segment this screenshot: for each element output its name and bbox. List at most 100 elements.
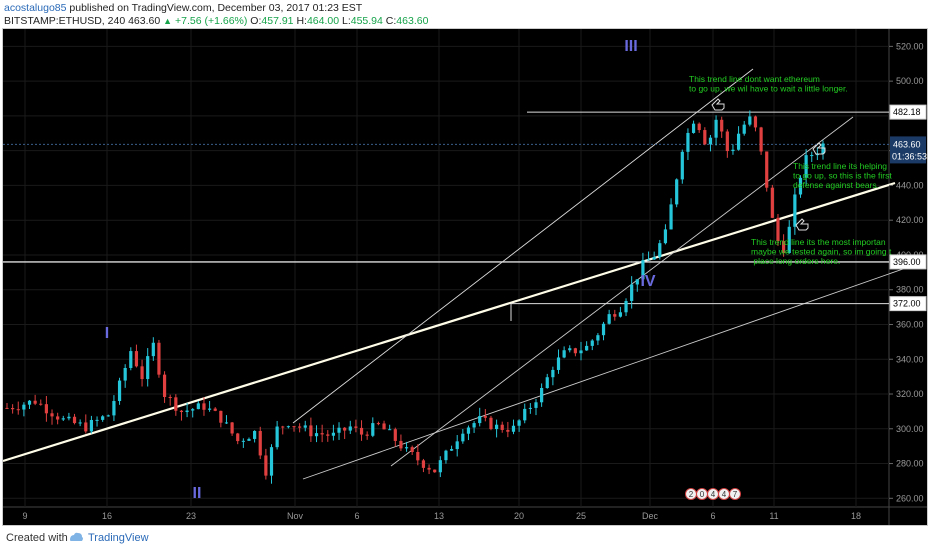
candle-body — [78, 422, 82, 424]
candle-body — [573, 348, 577, 354]
candle-body — [540, 388, 544, 403]
bar-countdown-label: 01:36:53 — [892, 151, 927, 161]
time-tick-label: 6 — [710, 511, 715, 521]
candle-body — [117, 380, 122, 402]
price-tick-label: 440.00 — [896, 180, 924, 190]
wave-label-iv: IV — [640, 273, 655, 290]
candle-body — [601, 323, 606, 336]
candle-body — [736, 133, 741, 150]
published-text: published on TradingView.com, December 0… — [69, 2, 363, 14]
publish-line: acostalugo85 published on TradingView.co… — [4, 2, 362, 14]
open-label: O: — [250, 15, 262, 27]
up-triangle-icon: ▲ — [163, 16, 173, 26]
price-axis[interactable]: 260.00 280.00 300.00 320.00 340.00 360.00 380.… — [889, 41, 927, 503]
candle-body — [191, 409, 195, 411]
candle-body — [782, 241, 786, 254]
created-with-text: Created with — [6, 532, 68, 544]
candle-body — [821, 143, 825, 155]
candle-body — [393, 429, 397, 441]
candle-body — [416, 451, 420, 461]
candle-body — [770, 187, 774, 218]
candle-body — [720, 119, 724, 132]
candles-layer — [5, 110, 825, 484]
price-tick-label: 340.00 — [896, 354, 924, 364]
candle-body — [630, 284, 634, 301]
candle-body — [461, 433, 465, 442]
price-tick-label: 420.00 — [896, 215, 924, 225]
footer: Created with TradingView — [0, 526, 932, 550]
tradingview-brand-link[interactable]: TradingView — [88, 532, 149, 544]
candle-body — [641, 260, 645, 280]
time-tick-label: 9 — [22, 511, 27, 521]
candle-body — [27, 400, 32, 405]
candle-body — [371, 423, 375, 436]
candle-body — [731, 149, 735, 152]
hand-pointer-icon — [812, 142, 826, 155]
candle-body — [84, 422, 88, 432]
open-value: 457.91 — [261, 15, 294, 27]
time-tick-label: 20 — [514, 511, 524, 521]
candle-body — [804, 155, 808, 178]
candle-body — [146, 356, 150, 380]
candle-body — [196, 403, 200, 410]
event-marker-label: 2 — [689, 490, 694, 499]
event-marker-label: 0 — [700, 490, 705, 499]
candle-body — [489, 417, 493, 430]
price-level-tag[interactable] — [889, 104, 927, 120]
candle-body — [675, 179, 679, 205]
candle-body — [230, 422, 234, 434]
price-tick-label: 280.00 — [896, 459, 924, 469]
candle-body — [421, 460, 426, 468]
candle-body — [759, 127, 763, 152]
candle-body — [765, 151, 769, 188]
last-price-tag[interactable] — [890, 136, 926, 164]
time-tick-label: 18 — [851, 511, 861, 521]
mid-channel-trendline[interactable] — [390, 116, 854, 467]
ohlc-line: BITSTAMP:ETHUSD, 240 463.60 ▲ +7.56 (+1.… — [4, 15, 428, 27]
chart-panel[interactable]: 260.00 280.00 300.00 320.00 340.00 360.00 380.… — [2, 28, 928, 526]
candle-body — [275, 426, 279, 448]
candle-body — [106, 415, 110, 417]
candle-body — [348, 426, 352, 431]
candle-body — [253, 430, 257, 439]
price-level-tag-label: 396.00 — [893, 257, 921, 267]
plot-area[interactable] — [3, 29, 889, 507]
candle-body — [748, 116, 752, 125]
candle-body — [517, 420, 521, 426]
candle-body — [61, 418, 65, 420]
candle-body — [444, 450, 448, 461]
candle-body — [433, 469, 437, 473]
candle-body — [624, 300, 628, 313]
candle-body — [691, 123, 696, 133]
time-tick-label: 23 — [186, 511, 196, 521]
author-link[interactable]: acostalugo85 — [4, 2, 67, 14]
price-level-tag-label: 482.18 — [893, 107, 921, 117]
event-marker[interactable] — [729, 488, 741, 500]
time-axis[interactable]: 9 16 23 Nov 6 13 20 25 Dec 6 11 18 — [22, 511, 861, 521]
candle-body — [590, 340, 594, 346]
wave-label-iii: III — [624, 38, 637, 55]
candle-body — [613, 314, 617, 317]
candle-body — [815, 154, 819, 156]
high-value: 464.00 — [306, 15, 340, 27]
price-level-tag[interactable] — [889, 254, 927, 270]
price-level-tag[interactable] — [889, 296, 927, 312]
candle-body — [798, 177, 803, 195]
candle-body — [309, 425, 313, 437]
candle-body — [382, 423, 386, 430]
trendlines-layer[interactable] — [2, 68, 904, 480]
candle-body — [359, 427, 364, 435]
candle-body — [365, 434, 369, 436]
candle-body — [5, 407, 9, 409]
main-support-trendline[interactable] — [2, 181, 896, 463]
candle-body — [652, 256, 656, 260]
candle-body — [101, 416, 105, 420]
upper-channel-trendline[interactable] — [292, 68, 754, 424]
price-tick-label: 360.00 — [896, 319, 924, 329]
candle-body — [326, 434, 330, 436]
close-value: 463.60 — [396, 15, 429, 27]
candle-body — [528, 407, 532, 409]
candle-body — [388, 429, 392, 431]
time-tick-label: 6 — [354, 511, 359, 521]
price-chart[interactable]: 260.00 280.00 300.00 320.00 340.00 360.00 380.… — [2, 29, 927, 525]
